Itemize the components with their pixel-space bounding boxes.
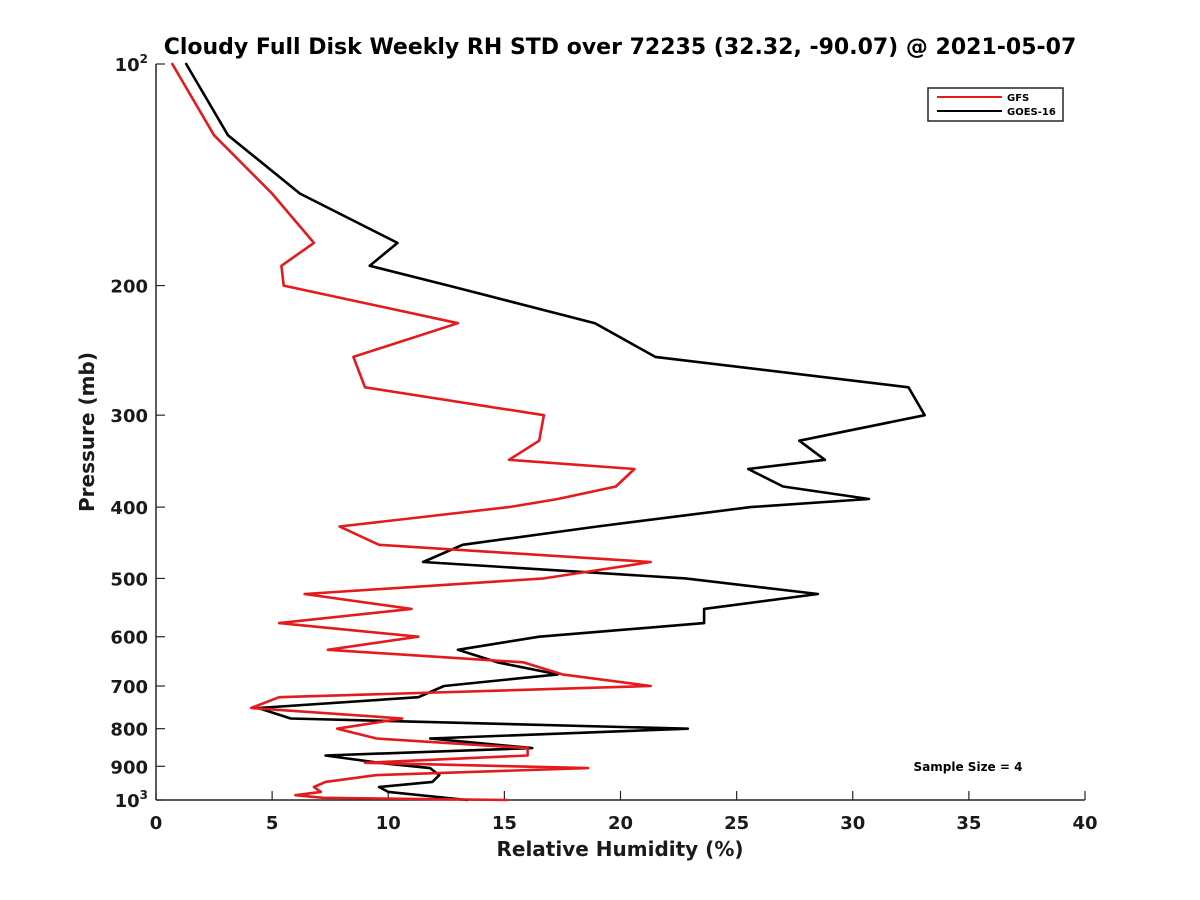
legend-label-goes16: GOES-16 xyxy=(1007,107,1056,118)
y-tick-label-base: 300 xyxy=(110,406,148,427)
y-tick-label-base: 10 xyxy=(115,791,140,812)
y-tick-label-exponent: 3 xyxy=(140,788,148,802)
y-tick-label-base: 500 xyxy=(110,569,148,590)
legend-label-gfs: GFS xyxy=(1007,93,1029,104)
series-layer xyxy=(171,62,927,802)
y-tick-label-base: 700 xyxy=(110,677,148,698)
y-tick-label: 300 xyxy=(110,406,148,427)
y-tick-label-base: 200 xyxy=(110,277,148,298)
y-tick-label: 400 xyxy=(110,498,148,519)
sample-size-annotation: Sample Size = 4 xyxy=(914,760,1023,774)
y-tick-label-base: 400 xyxy=(110,498,148,519)
x-axis-ticks: 0 5 10 15 20 25 30 35 40 xyxy=(150,791,1098,834)
y-tick-label: 500 xyxy=(110,569,148,590)
legend-box xyxy=(927,87,1064,122)
chart-title: Cloudy Full Disk Weekly RH STD over 7223… xyxy=(164,35,1077,60)
series-line-gfs xyxy=(171,62,653,802)
y-tick-label-base: 600 xyxy=(110,628,148,649)
x-tick-label: 35 xyxy=(956,813,981,834)
y-axis-label: Pressure (mb) xyxy=(75,352,99,512)
y-tick-label: 200 xyxy=(110,277,148,298)
y-tick-label-base: 800 xyxy=(110,720,148,741)
x-tick-label: 10 xyxy=(376,813,401,834)
y-tick-label: 800 xyxy=(110,720,148,741)
x-tick-label: 30 xyxy=(840,813,865,834)
y-tick-label: 103 xyxy=(115,788,148,812)
x-tick-label: 0 xyxy=(150,813,163,834)
y-tick-label: 600 xyxy=(110,628,148,649)
legend: GFS GOES-16 xyxy=(927,87,1064,122)
x-tick-label: 20 xyxy=(608,813,633,834)
series-line-goes16 xyxy=(184,62,927,802)
y-tick-label: 900 xyxy=(110,757,148,778)
x-tick-label: 40 xyxy=(1072,813,1097,834)
y-tick-label-base: 10 xyxy=(115,55,140,76)
y-tick-label-base: 900 xyxy=(110,757,148,778)
y-tick-label: 102 xyxy=(115,52,148,76)
x-axis-label: Relative Humidity (%) xyxy=(496,837,743,861)
x-tick-label: 15 xyxy=(492,813,517,834)
x-tick-label: 5 xyxy=(266,813,279,834)
y-tick-label-exponent: 2 xyxy=(140,52,148,66)
x-tick-label: 25 xyxy=(724,813,749,834)
y-tick-label: 700 xyxy=(110,677,148,698)
